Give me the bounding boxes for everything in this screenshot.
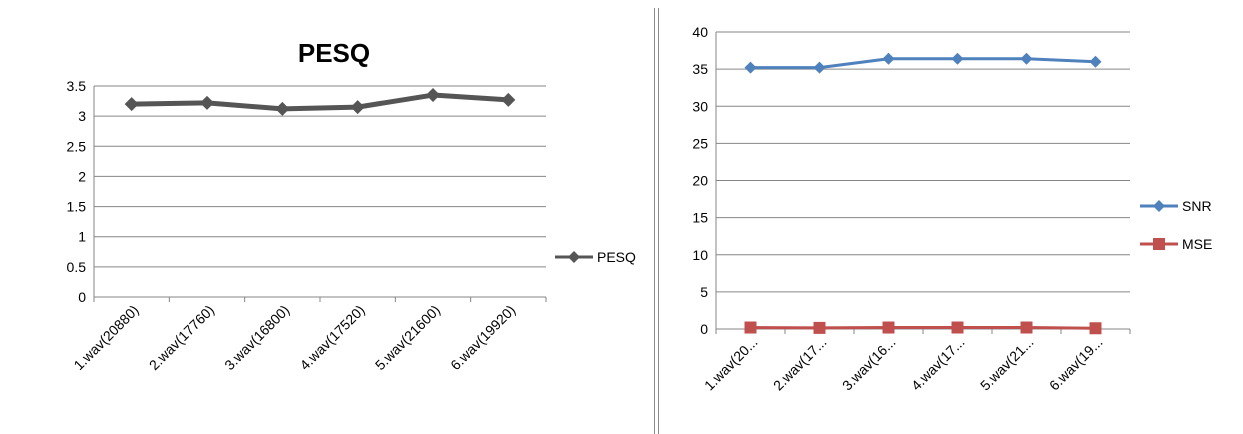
y-tick-label: 10 bbox=[692, 247, 708, 263]
series-line-snr bbox=[750, 57, 1096, 70]
legend-label-pesq: PESQ bbox=[597, 249, 636, 265]
series-line-mse bbox=[750, 326, 1096, 330]
chart-title: PESQ bbox=[298, 38, 370, 68]
data-point-pesq bbox=[124, 97, 139, 112]
pesq-chart-svg: 0 0.5 1 1.5 2 2.5 3 3.5 1.wav(20880) 2.wav(17760)… bbox=[67, 38, 636, 373]
data-point-snr bbox=[744, 61, 757, 74]
x-tick-label: 3.wav(16... bbox=[839, 334, 899, 394]
data-point-mse bbox=[1089, 322, 1102, 335]
legend-marker-pesq bbox=[568, 251, 580, 263]
data-point-pesq bbox=[200, 95, 214, 110]
x-tick-label: 3.wav(16800) bbox=[221, 302, 292, 373]
data-point-mse bbox=[882, 321, 895, 334]
x-tick-label: 1.wav(20880) bbox=[70, 302, 141, 373]
y-tick-label: 30 bbox=[692, 98, 708, 114]
y-tick-label: 3 bbox=[78, 108, 86, 124]
x-tick-label: 5.wav(21... bbox=[977, 334, 1037, 394]
y-tick-label: 40 bbox=[692, 24, 708, 40]
data-point-pesq bbox=[426, 88, 440, 103]
y-tick-label: 20 bbox=[692, 173, 708, 189]
x-tick-label: 2.wav(17760) bbox=[146, 302, 217, 373]
data-point-mse bbox=[951, 321, 964, 334]
x-tick-label: 4.wav(17520) bbox=[296, 302, 367, 373]
y-tick-label: 2.5 bbox=[67, 138, 87, 154]
y-tick-label: 1 bbox=[78, 229, 86, 245]
data-point-mse bbox=[813, 321, 826, 334]
x-tick-label: 1.wav(20... bbox=[701, 334, 761, 394]
data-point-mse bbox=[744, 321, 757, 334]
snr-mse-chart-svg: 0 5 10 15 20 25 30 35 40 1.wav(20... 2.wav(17... 3.… bbox=[692, 24, 1212, 394]
x-tick-label: 5.wav(21600) bbox=[372, 302, 443, 373]
x-tick-label: 6.wav(19... bbox=[1046, 334, 1106, 394]
snr-mse-chart-panel: 0 5 10 15 20 25 30 35 40 1.wav(20... 2.wav(17... 3.… bbox=[660, 0, 1243, 434]
chart-separator bbox=[654, 8, 655, 434]
y-tick-label: 5 bbox=[700, 284, 708, 300]
y-tick-label: 0.5 bbox=[67, 259, 87, 275]
data-point-pesq bbox=[275, 101, 290, 116]
x-tick-label: 4.wav(17... bbox=[908, 334, 968, 394]
x-tick-label: 2.wav(17... bbox=[770, 334, 830, 394]
y-tick-label: 0 bbox=[78, 289, 86, 305]
y-tick-label: 15 bbox=[692, 210, 708, 226]
data-point-snr bbox=[951, 52, 964, 65]
data-point-snr bbox=[1020, 52, 1033, 65]
data-point-pesq bbox=[501, 92, 516, 107]
data-point-mse bbox=[1020, 321, 1033, 334]
data-point-snr bbox=[882, 52, 895, 65]
y-tick-label: 35 bbox=[692, 61, 708, 77]
y-tick-label: 3.5 bbox=[67, 78, 87, 94]
legend-label-snr: SNR bbox=[1182, 198, 1212, 214]
legend-label-mse: MSE bbox=[1182, 236, 1212, 252]
x-tick-label: 6.wav(19920) bbox=[447, 302, 518, 373]
data-point-snr bbox=[1089, 55, 1102, 68]
pesq-chart-panel: 0 0.5 1 1.5 2 2.5 3 3.5 1.wav(20880) 2.wav(17760)… bbox=[66, 38, 637, 374]
data-point-snr bbox=[813, 61, 826, 74]
chart-separator bbox=[658, 8, 659, 434]
legend-marker-mse bbox=[1153, 238, 1165, 250]
y-tick-label: 25 bbox=[692, 135, 708, 151]
series-line-pesq bbox=[131, 92, 509, 112]
data-point-pesq bbox=[350, 100, 365, 115]
legend-marker-snr bbox=[1153, 200, 1165, 212]
y-tick-label: 1.5 bbox=[67, 199, 87, 215]
y-tick-label: 0 bbox=[700, 321, 708, 337]
y-tick-label: 2 bbox=[78, 168, 86, 184]
